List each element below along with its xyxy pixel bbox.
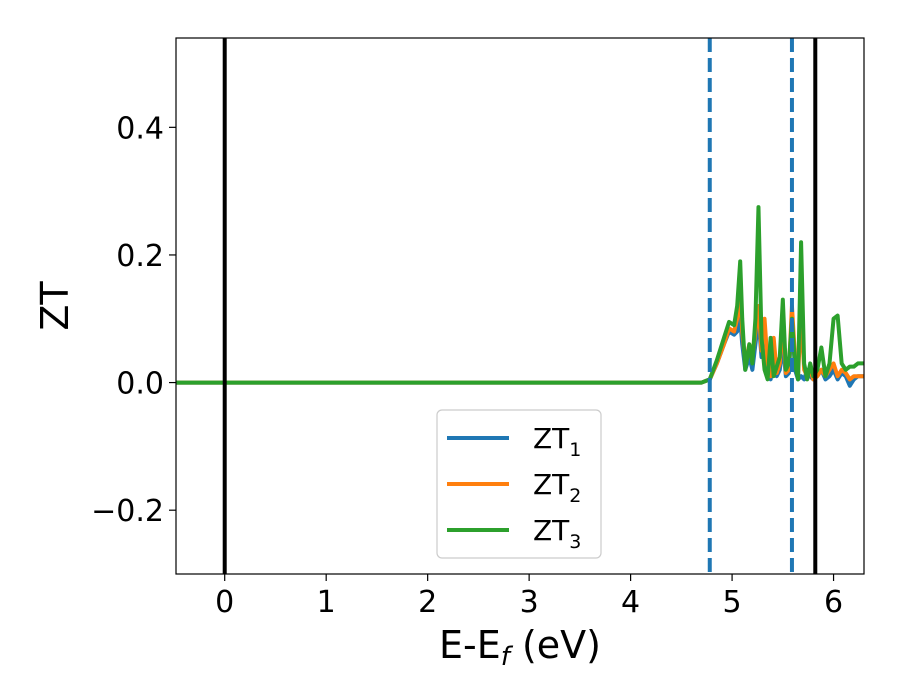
x-tick-label-5: 5 [723,585,742,620]
x-tick-label-4: 4 [621,585,640,620]
y-axis-label: ZT [33,281,77,331]
y-tick-label-0: −0.2 [91,494,164,529]
plot-frame [175,37,865,575]
series-line-zt3 [176,205,864,385]
x-tick-label-2: 2 [418,585,437,620]
y-tick-label-1: 0.0 [116,367,164,402]
legend-label-zt2: ZT2 [533,468,581,507]
plot-area [176,38,864,574]
legend-box [436,409,602,559]
x-axis-label-main: E-E [439,623,501,667]
x-tick-label-6: 6 [824,585,843,620]
legend-label-sub: 2 [569,485,581,507]
legend-label-zt1: ZT1 [533,422,581,461]
legend-label-zt3: ZT3 [533,514,581,553]
legend-label-main: ZT [533,422,570,455]
legend-label-sub: 3 [569,531,581,553]
x-tick-label-0: 0 [215,585,234,620]
legend-label-main: ZT [533,514,570,547]
y-tick-label-3: 0.4 [116,111,164,146]
y-tick-label-2: 0.2 [116,239,164,274]
x-tick-label-1: 1 [317,585,336,620]
legend-label-main: ZT [533,468,570,501]
x-tick-label-3: 3 [520,585,539,620]
x-axis-label-unit: (eV) [510,623,601,667]
x-axis-label: E-Ef (eV) [439,623,601,672]
legend-label-sub: 1 [569,439,581,461]
